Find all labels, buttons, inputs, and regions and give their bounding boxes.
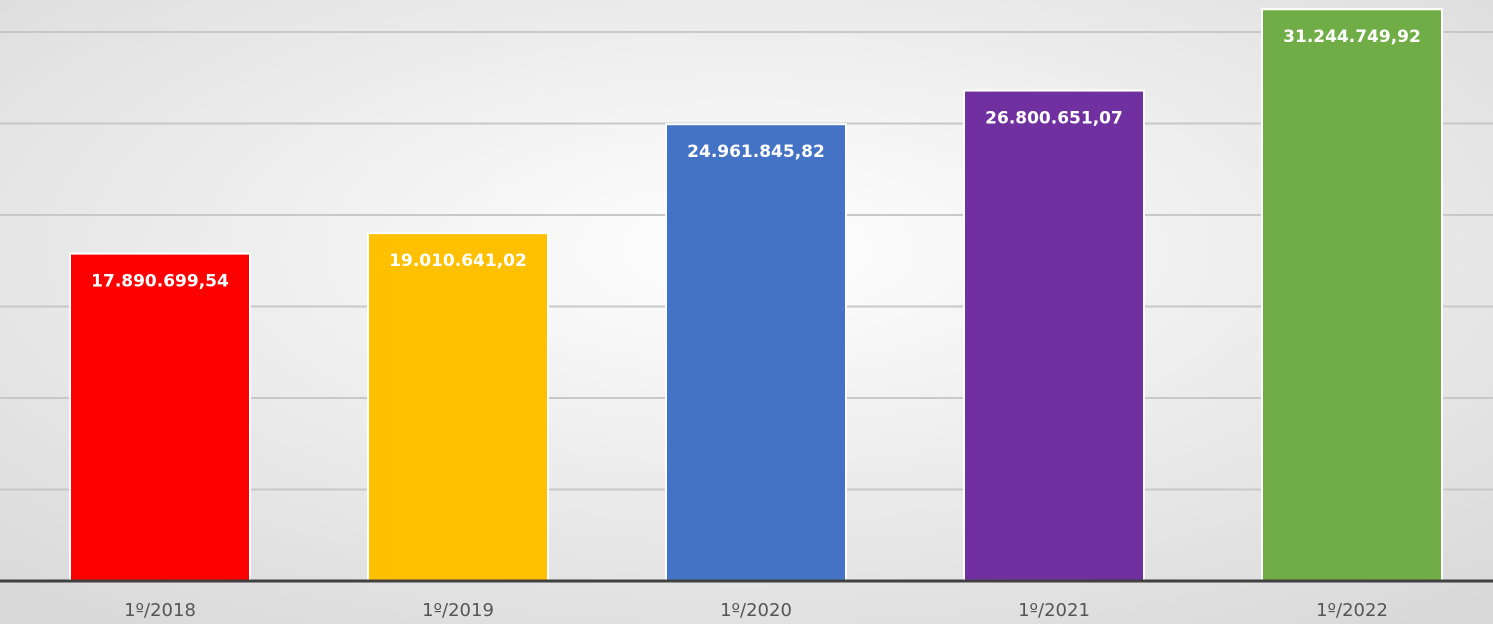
bar <box>367 232 549 582</box>
value-label: 17.890.699,54 <box>91 272 229 292</box>
x-tick-label: 1º/2020 <box>720 600 792 621</box>
x-tick-label: 1º/2022 <box>1316 600 1388 621</box>
x-tick-label: 1º/2018 <box>124 600 196 621</box>
x-tick-label: 1º/2021 <box>1018 600 1090 621</box>
value-label: 24.961.845,82 <box>687 142 825 162</box>
value-label: 26.800.651,07 <box>985 109 1123 129</box>
bar <box>665 123 847 583</box>
bar <box>963 89 1145 583</box>
x-tick-label: 1º/2019 <box>422 600 494 621</box>
value-label: 31.244.749,92 <box>1283 27 1421 47</box>
bar <box>1261 8 1443 583</box>
value-label: 19.010.641,02 <box>389 251 527 271</box>
bar <box>69 252 251 582</box>
